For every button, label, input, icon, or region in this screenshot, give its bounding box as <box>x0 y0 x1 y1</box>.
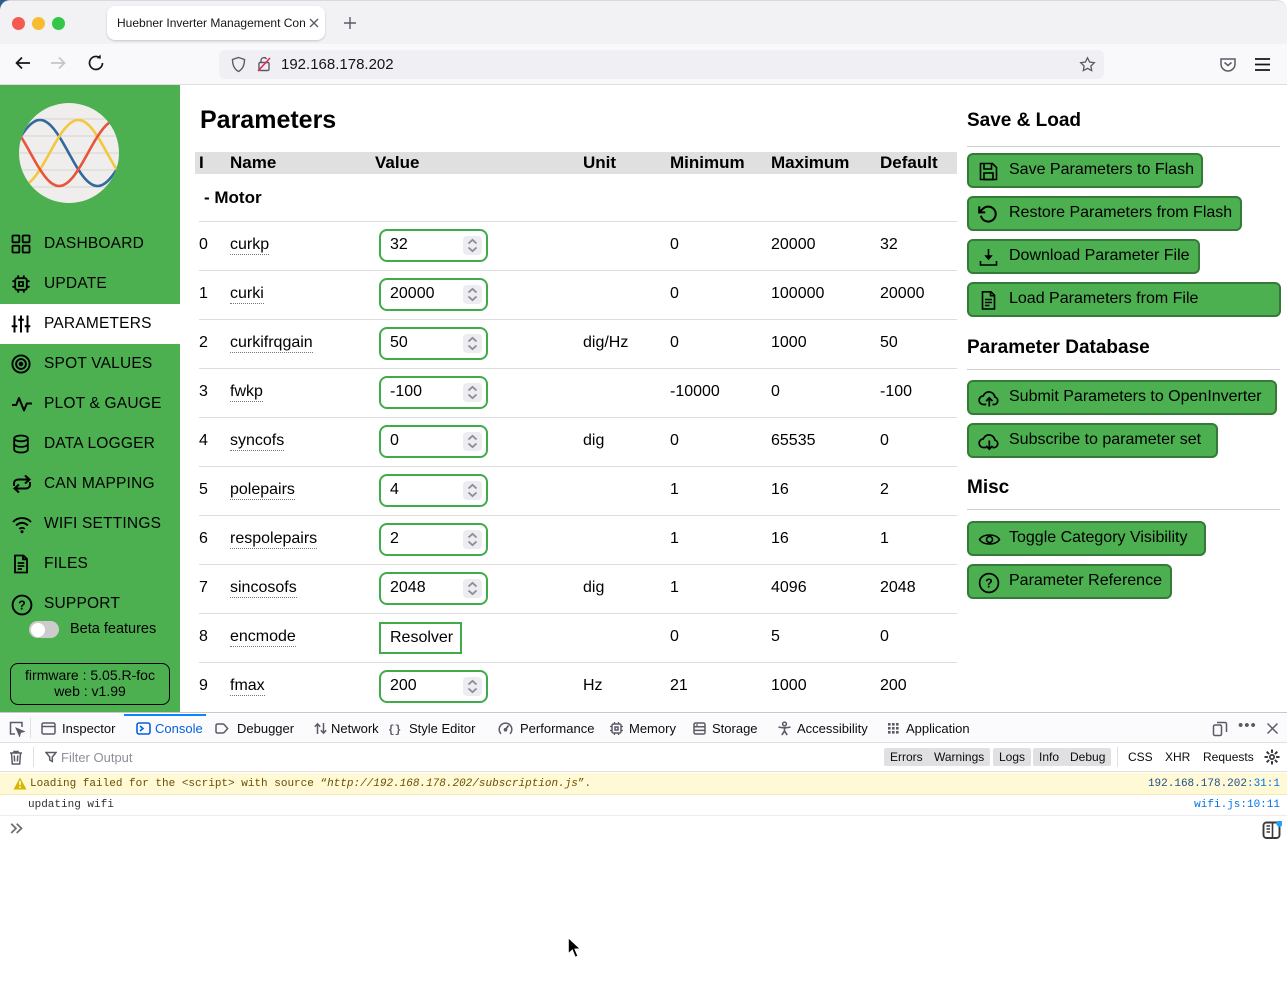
svg-text:?: ? <box>18 598 26 612</box>
svg-text:?: ? <box>985 576 993 590</box>
svg-text:{}: {} <box>388 725 401 737</box>
